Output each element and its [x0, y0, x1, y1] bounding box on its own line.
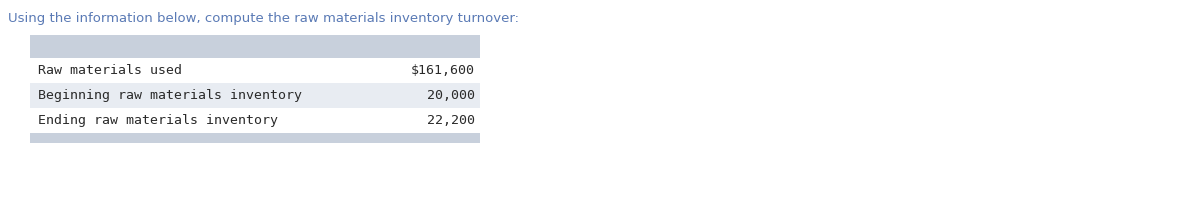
Bar: [30, 58, 480, 83]
Bar: [30, 35, 480, 58]
Text: Using the information below, compute the raw materials inventory turnover:: Using the information below, compute the…: [8, 12, 520, 25]
Text: Ending raw materials inventory: Ending raw materials inventory: [38, 114, 278, 127]
Text: Beginning raw materials inventory: Beginning raw materials inventory: [38, 89, 302, 102]
Bar: [30, 108, 480, 133]
Bar: [30, 83, 480, 108]
Text: Raw materials used: Raw materials used: [38, 64, 182, 77]
Text: 22,200: 22,200: [427, 114, 475, 127]
Bar: [30, 133, 480, 143]
Text: 20,000: 20,000: [427, 89, 475, 102]
Text: $161,600: $161,600: [410, 64, 475, 77]
